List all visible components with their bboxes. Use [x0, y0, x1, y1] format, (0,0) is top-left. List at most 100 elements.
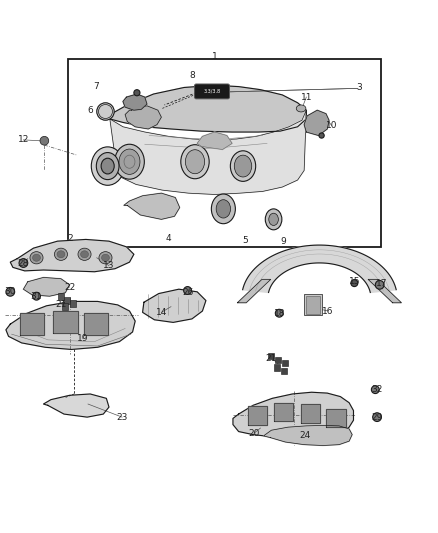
Text: 30: 30: [4, 287, 16, 296]
Text: 31: 31: [31, 292, 42, 301]
Ellipse shape: [54, 248, 67, 261]
Ellipse shape: [185, 150, 205, 174]
Bar: [282, 360, 288, 367]
Text: 24: 24: [300, 431, 311, 440]
Circle shape: [184, 287, 191, 294]
Text: 20: 20: [248, 429, 260, 438]
Polygon shape: [84, 313, 108, 335]
Ellipse shape: [32, 254, 40, 261]
Bar: [274, 364, 280, 371]
Ellipse shape: [234, 155, 252, 177]
FancyBboxPatch shape: [194, 84, 230, 99]
Polygon shape: [304, 110, 329, 135]
Text: 7: 7: [93, 82, 99, 91]
Text: 26: 26: [182, 288, 193, 297]
Polygon shape: [125, 106, 161, 129]
Text: 14: 14: [155, 308, 167, 317]
Polygon shape: [143, 289, 206, 322]
Text: 10: 10: [326, 121, 337, 130]
Ellipse shape: [269, 213, 279, 225]
Text: 29: 29: [371, 413, 383, 422]
Circle shape: [371, 386, 379, 393]
Polygon shape: [233, 392, 353, 438]
Polygon shape: [124, 193, 180, 220]
Ellipse shape: [91, 147, 124, 185]
Bar: [58, 293, 64, 300]
Ellipse shape: [99, 252, 112, 264]
Circle shape: [97, 103, 114, 120]
Bar: [268, 352, 274, 359]
Polygon shape: [326, 409, 346, 427]
Ellipse shape: [265, 209, 282, 230]
Text: 15: 15: [349, 277, 360, 286]
Polygon shape: [6, 302, 135, 350]
Text: 4: 4: [166, 233, 172, 243]
Circle shape: [351, 280, 358, 287]
Polygon shape: [23, 277, 70, 296]
Ellipse shape: [30, 252, 43, 264]
Ellipse shape: [119, 149, 140, 174]
Text: 5: 5: [242, 236, 248, 245]
Ellipse shape: [230, 151, 256, 181]
Text: 11: 11: [300, 93, 312, 102]
Bar: [306, 296, 320, 313]
Polygon shape: [53, 311, 78, 333]
Ellipse shape: [216, 200, 230, 218]
Bar: [64, 297, 70, 304]
Polygon shape: [274, 403, 293, 422]
Text: 28: 28: [18, 259, 29, 268]
Ellipse shape: [57, 251, 65, 258]
Polygon shape: [108, 85, 306, 132]
Circle shape: [375, 280, 384, 289]
Circle shape: [32, 292, 40, 300]
Polygon shape: [11, 239, 134, 272]
Ellipse shape: [101, 158, 114, 174]
Polygon shape: [237, 279, 271, 303]
Bar: [62, 303, 68, 310]
Polygon shape: [123, 94, 147, 110]
Text: 9: 9: [281, 237, 286, 246]
Polygon shape: [110, 110, 306, 195]
Text: 23: 23: [117, 413, 128, 422]
Circle shape: [134, 90, 140, 96]
Bar: [70, 300, 76, 307]
Text: 3: 3: [356, 83, 362, 92]
Ellipse shape: [78, 248, 91, 261]
Circle shape: [276, 309, 283, 317]
Circle shape: [40, 136, 49, 145]
Polygon shape: [248, 406, 267, 425]
Text: 21: 21: [55, 300, 67, 309]
Circle shape: [6, 287, 14, 296]
Ellipse shape: [102, 254, 110, 261]
Text: 1: 1: [212, 52, 218, 61]
Polygon shape: [368, 279, 401, 303]
Text: 13: 13: [103, 261, 115, 270]
Text: 22: 22: [64, 282, 75, 292]
Ellipse shape: [96, 152, 119, 180]
Text: 18: 18: [273, 309, 285, 318]
Bar: [68, 59, 381, 247]
Text: 2: 2: [68, 233, 73, 243]
Text: 16: 16: [322, 306, 334, 316]
Bar: [276, 357, 281, 364]
Text: 32: 32: [371, 385, 383, 394]
Ellipse shape: [296, 105, 306, 112]
Ellipse shape: [81, 251, 88, 258]
Circle shape: [373, 413, 381, 422]
Text: 17: 17: [376, 279, 387, 288]
Polygon shape: [197, 132, 232, 149]
Ellipse shape: [115, 144, 145, 179]
Polygon shape: [301, 405, 320, 423]
Ellipse shape: [212, 194, 235, 224]
Text: 12: 12: [18, 135, 29, 144]
Polygon shape: [264, 425, 352, 446]
Polygon shape: [243, 245, 396, 293]
Text: 8: 8: [189, 71, 195, 80]
Text: 6: 6: [87, 106, 93, 115]
Circle shape: [19, 259, 28, 268]
Text: 21: 21: [266, 354, 277, 362]
Bar: [281, 368, 287, 374]
Text: 3.3/3.8: 3.3/3.8: [204, 89, 221, 94]
Circle shape: [319, 133, 324, 138]
Ellipse shape: [181, 144, 209, 179]
